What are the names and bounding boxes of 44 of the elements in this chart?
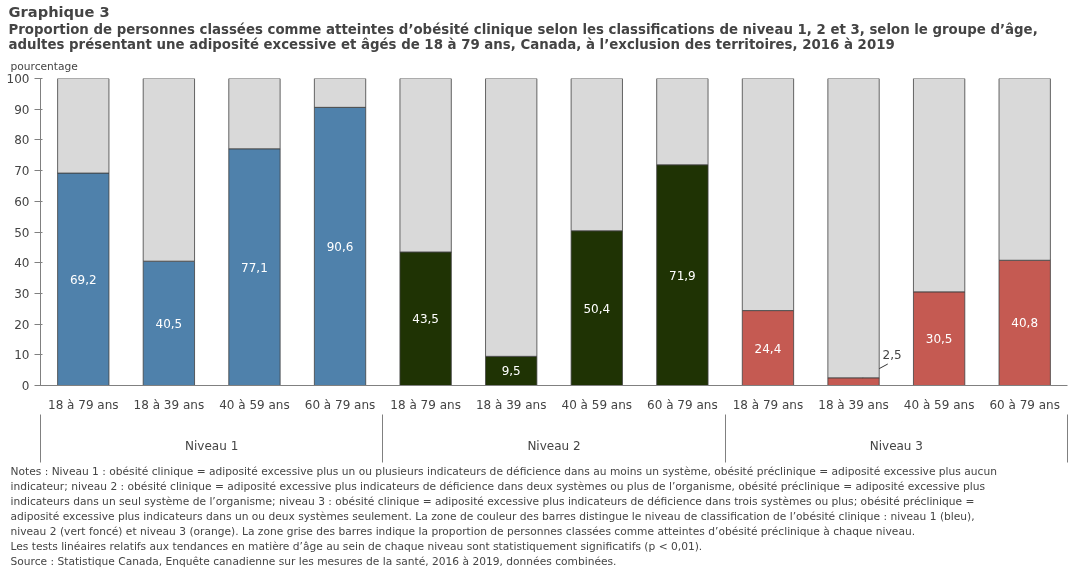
y-tick-label: 50 <box>14 225 30 240</box>
x-tick-label: 40 à 59 ans <box>903 397 975 412</box>
y-tick-label: 10 <box>14 348 30 363</box>
y-tick-label: 40 <box>14 256 30 271</box>
data-label: 24,4 <box>754 341 782 356</box>
y-tick-label: 100 <box>6 72 30 86</box>
data-label: 90,6 <box>326 239 354 254</box>
data-label: 9,5 <box>501 364 521 379</box>
text: Niveau 3 <box>869 438 923 453</box>
y-tick-label: 20 <box>14 317 30 332</box>
y-tick-label: 80 <box>14 133 30 148</box>
y-axis-title: pourcentage <box>10 59 78 73</box>
x-tick-label: 60 à 79 ans <box>304 397 376 412</box>
x-tick-label: 40 à 59 ans <box>561 397 633 412</box>
x-tick-label: 18 à 39 ans <box>475 397 547 412</box>
y-tick-label: 60 <box>14 194 30 209</box>
y-tick-label: 30 <box>14 286 30 301</box>
x-tick-label: 40 à 59 ans <box>219 397 290 412</box>
x-tick-label: 18 à 79 ans <box>732 397 804 412</box>
data-label: 43,5 <box>412 312 439 327</box>
x-tick-label: 60 à 79 ans <box>989 397 1060 412</box>
data-label: 69,2 <box>69 272 97 287</box>
text: Les tests linéaires relatifs aux tendances en matière d’âge au sein de chaque niveau sont statistiquement significatifs (p < 0,01). <box>10 539 703 553</box>
x-tick-label: 18 à 79 ans <box>48 397 119 412</box>
y-tick-label: 0 <box>21 379 30 393</box>
x-tick-label: 18 à 39 ans <box>133 397 205 412</box>
y-tick-label: 90 <box>14 102 30 117</box>
text: Notes : Niveau 1 : obésité clinique = adiposité excessive plus un ou plusieurs indicateurs de déficience dans au moins un système, obésité préclinique = adiposité excessive plus aucun indicateur; niveau 2 : obésité clinique = adiposité excessive plus indicateurs de déficience dans deux systèmes ou plus de l’organisme, obésité préclinique = adiposité excessive plus indicateurs dans un seul système de l’organisme; niveau 3 : obésité clinique = adiposité excessive plus indicateurs de déficience dans trois systèmes ou plus; obésité préclinique = adiposité excessive plus indicateurs dans un ou deux systèmes seulement. La zone de couleur des barres distingue le niveau de classification de l’obésité clinique : niveau 1 (bleu), niveau 2 (vert foncé) et niveau 3 (orange). La zone grise des barres indique la proportion de personnes classées comme atteintes d’obésité préclinique à chaque niveau. <box>10 464 997 538</box>
data-label: 40,8 <box>1011 316 1039 331</box>
data-label: 77,1 <box>241 260 268 275</box>
x-tick-label: 60 à 79 ans <box>647 397 718 412</box>
data-label: 71,9 <box>669 268 696 283</box>
data-label: 30,5 <box>925 332 953 347</box>
text: Niveau 1 <box>185 438 239 453</box>
chart-subtitle: Proportion de personnes classées comme atteintes d’obésité clinique selon les classifications de niveau 1, 2 et 3, selon le groupe d’âge, adultes présentant une adiposité excessive et âgés de 18 à 79 ans, Canada, à l’exclusion des territoires, 2016 à 2019 <box>8 21 1038 52</box>
text: Niveau 2 <box>527 438 581 453</box>
data-label: 40,5 <box>155 316 183 331</box>
y-tick-label: 70 <box>14 164 30 179</box>
data-label: 50,4 <box>583 301 611 316</box>
source-note: Source : Statistique Canada, Enquête canadienne sur les mesures de la santé, 2016 à 2019, données combinées. <box>10 554 617 567</box>
x-tick-label: 18 à 79 ans <box>390 397 461 412</box>
x-tick-label: 18 à 39 ans <box>818 397 889 412</box>
chart-title: Graphique 3 <box>8 2 110 20</box>
data-label: 2,5 <box>882 348 902 363</box>
